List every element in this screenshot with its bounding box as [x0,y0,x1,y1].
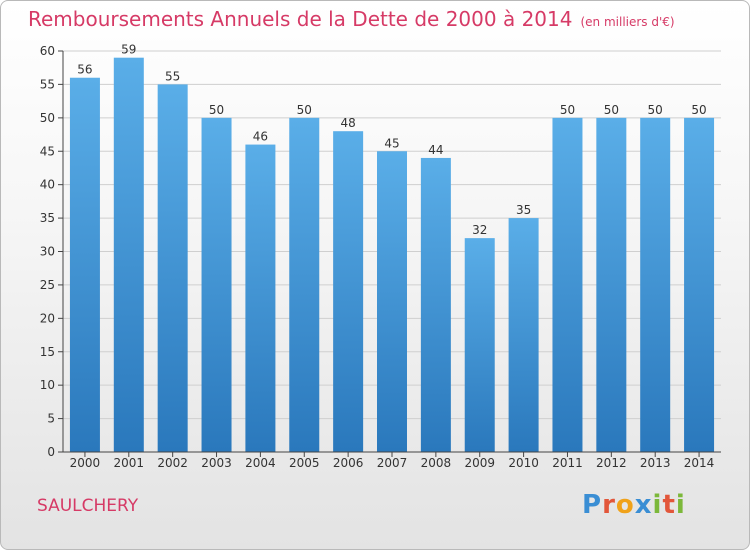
bar-2010 [508,218,539,452]
y-tick-label: 20 [40,311,55,325]
y-tick-label: 35 [40,211,55,225]
bar-2001 [113,57,144,452]
value-label-2011: 50 [560,103,575,117]
value-label-2006: 48 [340,116,355,130]
y-tick-label: 40 [40,178,55,192]
value-label-2014: 50 [691,103,706,117]
value-labels: 56 59 55 50 46 50 48 45 44 32 35 50 50 50 50 [77,43,706,237]
bar-2007 [377,151,407,452]
x-tick-label-2011: 2011 [552,456,583,470]
value-label-2002: 55 [165,69,180,83]
bar-2009 [464,238,495,452]
value-label-2000: 56 [77,63,92,77]
logo-letter: P [582,490,603,520]
bar-2014 [684,117,715,452]
bar-2000 [69,77,100,452]
value-label-2009: 32 [472,223,487,237]
commune-name: SAULCHERY [37,496,139,516]
x-tick-label-2005: 2005 [289,456,320,470]
value-label-2012: 50 [604,103,619,117]
x-tick-label-2001: 2001 [114,456,145,470]
value-label-2003: 50 [209,103,224,117]
logo-letter: i [652,490,663,520]
y-tick-label: 25 [40,278,55,292]
value-label-2005: 50 [297,103,312,117]
x-tick-label-2014: 2014 [684,456,715,470]
x-tick-label-2002: 2002 [157,456,188,470]
bar-2003 [201,117,232,452]
value-label-2004: 46 [253,130,268,144]
bar-2004 [245,144,276,453]
value-label-2007: 45 [384,136,399,150]
bar-2008 [420,157,451,452]
x-tick-label-2006: 2006 [333,456,364,470]
unit-label: (en milliers d'€) [580,15,675,29]
y-tick-label: 30 [40,245,55,259]
chart-title: Remboursements Annuels de la Dette de 20… [28,7,675,31]
value-label-2010: 35 [516,203,531,217]
bar-2005 [289,117,320,452]
y-tick-label: 15 [40,345,55,359]
y-tick-label: 50 [40,111,55,125]
bars [69,57,715,453]
proxiti-logo: Proxiti [582,490,686,520]
axes: 0 5 10 15 20 25 30 35 40 45 50 55 60 2000 2001 2002 2003… [40,44,721,470]
x-tick-label-2003: 2003 [201,456,232,470]
logo-letter: r [602,490,616,520]
x-tick-label-2008: 2008 [421,456,452,470]
x-tick-label-2013: 2013 [640,456,671,470]
title-text: Remboursements Annuels de la Dette de 20… [28,7,573,31]
x-tick-label-2004: 2004 [245,456,276,470]
y-tick-label: 10 [40,378,55,392]
x-tick-label-2010: 2010 [508,456,539,470]
bar-2002 [157,84,188,453]
logo-letter: x [634,490,653,520]
y-tick-label: 55 [40,77,55,91]
x-tick-label-2000: 2000 [70,456,101,470]
bar-2012 [596,117,627,452]
logo-letter: t [662,490,676,520]
value-label-2001: 59 [121,43,136,57]
value-label-2013: 50 [648,103,663,117]
x-tick-label-2009: 2009 [464,456,495,470]
bar-2006 [333,131,364,452]
y-tick-label: 45 [40,144,55,158]
value-label-2008: 44 [428,143,443,157]
y-tick-label: 5 [47,412,55,426]
x-tick-label-2007: 2007 [377,456,408,470]
logo-letter: o [615,490,635,520]
y-tick-label: 60 [40,44,55,58]
bar-2011 [552,117,583,452]
logo-letter: i [675,490,686,520]
y-tick-label: 0 [47,445,55,459]
bar-2013 [640,117,671,452]
x-tick-label-2012: 2012 [596,456,627,470]
